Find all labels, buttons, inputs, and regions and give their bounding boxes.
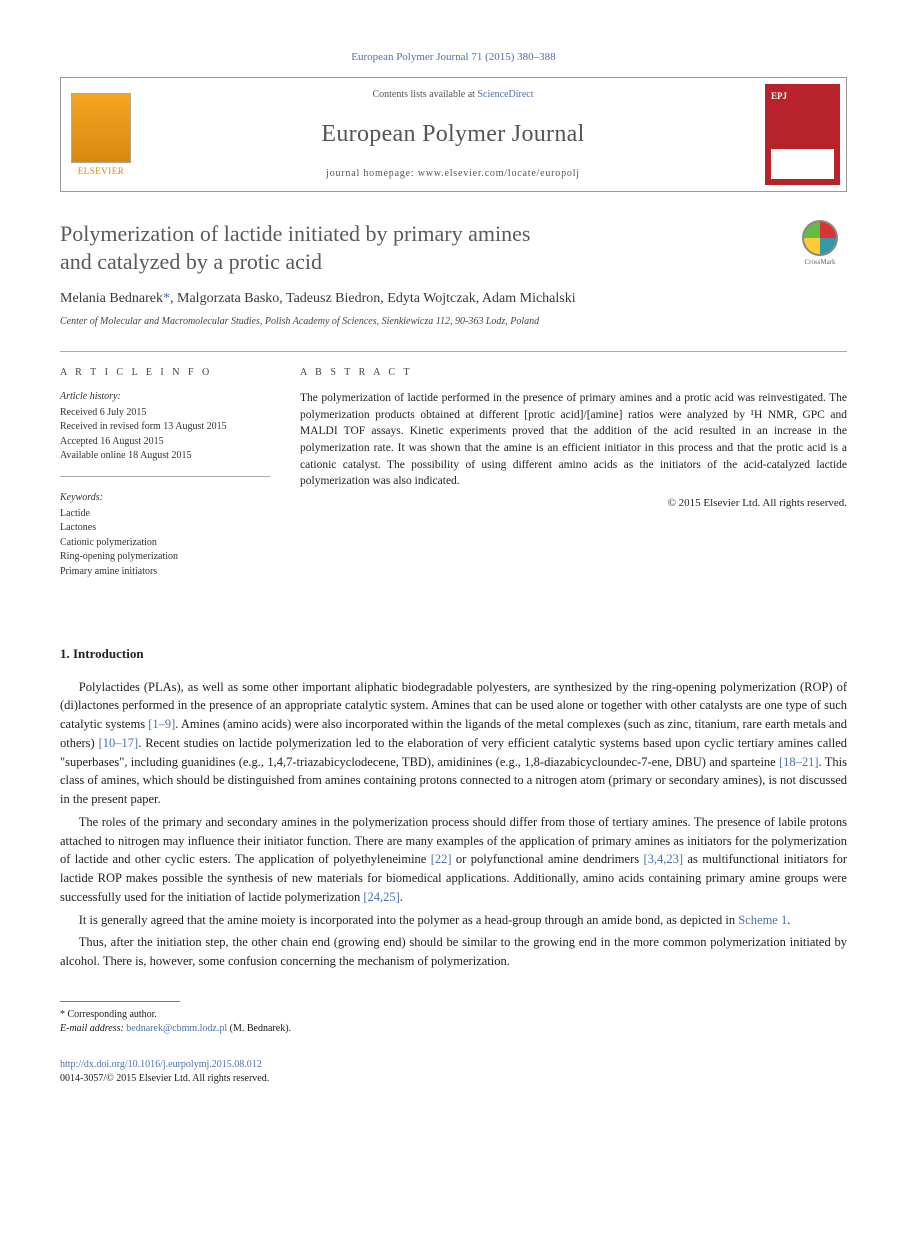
authors-line: Melania Bednarek*, Malgorzata Basko, Tad… bbox=[60, 289, 847, 309]
article-history-block: Article history: Received 6 July 2015 Re… bbox=[60, 390, 270, 477]
history-line: Received in revised form 13 August 2015 bbox=[60, 420, 270, 435]
abstract-text: The polymerization of lactide performed … bbox=[300, 390, 847, 490]
scheme-ref[interactable]: Scheme 1 bbox=[738, 913, 787, 927]
top-citation: European Polymer Journal 71 (2015) 380–3… bbox=[60, 50, 847, 65]
journal-name: European Polymer Journal bbox=[321, 118, 584, 152]
intro-para-4: Thus, after the initiation step, the oth… bbox=[60, 933, 847, 971]
article-info-heading: A R T I C L E I N F O bbox=[60, 366, 270, 380]
history-label: Article history: bbox=[60, 390, 270, 404]
journal-cover-thumbnail bbox=[765, 84, 840, 185]
author-corresponding: Melania Bednarek bbox=[60, 291, 163, 306]
intro-heading: 1. Introduction bbox=[60, 645, 847, 663]
elsevier-logo: ELSEVIER bbox=[61, 78, 141, 191]
elsevier-tree-graphic bbox=[71, 93, 131, 163]
info-abstract-row: A R T I C L E I N F O Article history: R… bbox=[60, 351, 847, 606]
email-label: E-mail address: bbox=[60, 1023, 126, 1034]
title-line-1: Polymerization of lactide initiated by p… bbox=[60, 221, 530, 246]
article-info-column: A R T I C L E I N F O Article history: R… bbox=[60, 352, 270, 606]
history-line: Received 6 July 2015 bbox=[60, 406, 270, 421]
para-text: . bbox=[400, 890, 403, 904]
corresponding-author-footnote: * Corresponding author. E-mail address: … bbox=[60, 1008, 847, 1036]
journal-header: ELSEVIER Contents lists available at Sci… bbox=[60, 77, 847, 192]
intro-para-2: The roles of the primary and secondary a… bbox=[60, 813, 847, 907]
crossmark-icon bbox=[802, 220, 838, 256]
keyword: Cationic polymerization bbox=[60, 536, 270, 551]
keyword: Primary amine initiators bbox=[60, 565, 270, 580]
title-row: Polymerization of lactide initiated by p… bbox=[60, 220, 847, 275]
sciencedirect-link[interactable]: ScienceDirect bbox=[477, 89, 533, 100]
footnote-separator bbox=[60, 1001, 180, 1002]
para-text: It is generally agreed that the amine mo… bbox=[79, 913, 739, 927]
affiliation: Center of Molecular and Macromolecular S… bbox=[60, 315, 847, 329]
history-line: Available online 18 August 2015 bbox=[60, 449, 270, 464]
article-title: Polymerization of lactide initiated by p… bbox=[60, 220, 793, 275]
doi-link[interactable]: http://dx.doi.org/10.1016/j.eurpolymj.20… bbox=[60, 1059, 262, 1070]
intro-para-1: Polylactides (PLAs), as well as some oth… bbox=[60, 678, 847, 809]
issn-copyright: 0014-3057/© 2015 Elsevier Ltd. All right… bbox=[60, 1073, 269, 1084]
corr-author-label: * Corresponding author. bbox=[60, 1008, 847, 1022]
homepage-prefix: journal homepage: bbox=[326, 168, 418, 179]
citation-ref[interactable]: [1–9] bbox=[148, 717, 175, 731]
history-line: Accepted 16 August 2015 bbox=[60, 435, 270, 450]
title-line-2: and catalyzed by a protic acid bbox=[60, 249, 322, 274]
para-text: or polyfunctional amine dendrimers bbox=[452, 852, 644, 866]
keyword: Ring-opening polymerization bbox=[60, 550, 270, 565]
citation-ref[interactable]: [24,25] bbox=[363, 890, 399, 904]
journal-homepage-line: journal homepage: www.elsevier.com/locat… bbox=[326, 167, 580, 181]
para-text: . bbox=[787, 913, 790, 927]
email-link[interactable]: bednarek@cbmm.lodz.pl bbox=[126, 1023, 227, 1034]
citation-ref[interactable]: [3,4,23] bbox=[643, 852, 683, 866]
homepage-url: www.elsevier.com/locate/europolj bbox=[418, 168, 580, 179]
corr-marker: * bbox=[163, 291, 170, 306]
email-tail: (M. Bednarek). bbox=[227, 1023, 291, 1034]
elsevier-label: ELSEVIER bbox=[78, 165, 125, 178]
abstract-copyright: © 2015 Elsevier Ltd. All rights reserved… bbox=[300, 496, 847, 511]
email-line: E-mail address: bednarek@cbmm.lodz.pl (M… bbox=[60, 1022, 847, 1036]
keyword: Lactide bbox=[60, 507, 270, 522]
keyword: Lactones bbox=[60, 521, 270, 536]
citation-ref[interactable]: [22] bbox=[431, 852, 452, 866]
crossmark-badge[interactable]: CrossMark bbox=[793, 220, 847, 274]
citation-ref[interactable]: [10–17] bbox=[99, 736, 139, 750]
doi-block: http://dx.doi.org/10.1016/j.eurpolymj.20… bbox=[60, 1058, 847, 1086]
citation-ref[interactable]: [18–21] bbox=[779, 755, 819, 769]
para-text: . Recent studies on lactide polymerizati… bbox=[60, 736, 847, 769]
authors-rest: , Malgorzata Basko, Tadeusz Biedron, Edy… bbox=[170, 291, 576, 306]
contents-available-line: Contents lists available at ScienceDirec… bbox=[372, 88, 533, 102]
abstract-heading: A B S T R A C T bbox=[300, 366, 847, 380]
keywords-label: Keywords: bbox=[60, 491, 270, 505]
contents-prefix: Contents lists available at bbox=[372, 89, 477, 100]
crossmark-label: CrossMark bbox=[804, 258, 835, 268]
page-root: European Polymer Journal 71 (2015) 380–3… bbox=[0, 0, 907, 1126]
intro-para-3: It is generally agreed that the amine mo… bbox=[60, 911, 847, 930]
keywords-block: Keywords: Lactide Lactones Cationic poly… bbox=[60, 491, 270, 592]
abstract-column: A B S T R A C T The polymerization of la… bbox=[300, 352, 847, 606]
header-center: Contents lists available at ScienceDirec… bbox=[141, 78, 765, 191]
